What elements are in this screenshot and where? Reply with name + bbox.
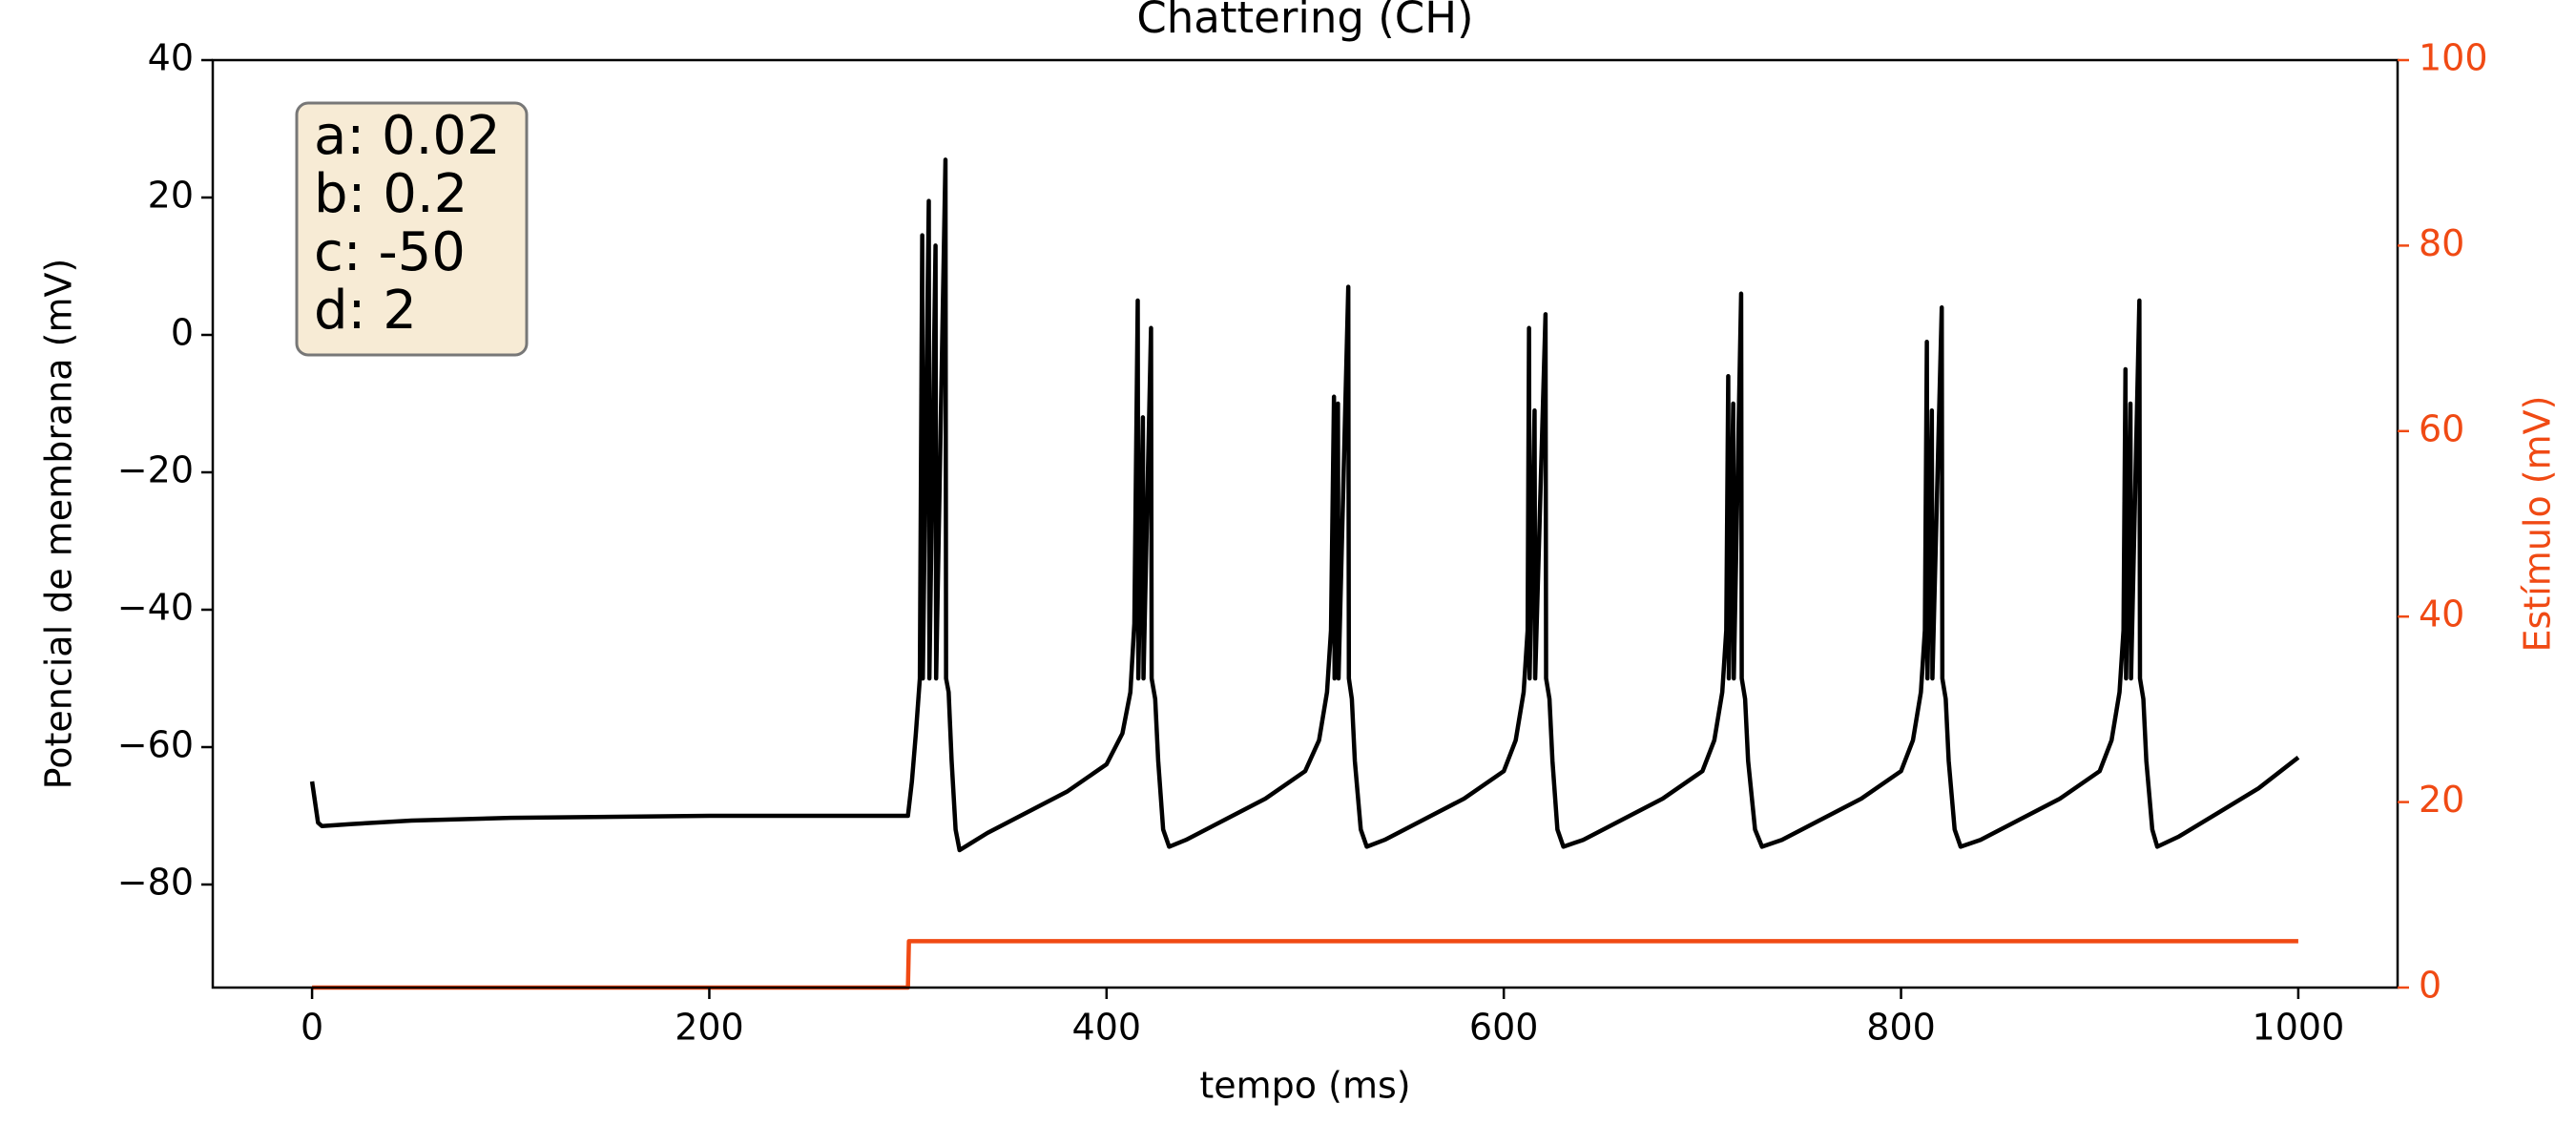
y2-tick-label: 60 xyxy=(2419,407,2464,449)
y-tick-label: 40 xyxy=(148,37,194,79)
y2-tick-label: 0 xyxy=(2419,965,2441,1007)
y-axis-label: Potencial de membrana (mV) xyxy=(38,259,80,790)
parameter-box xyxy=(295,101,529,357)
x-tick-label: 1000 xyxy=(2253,1007,2345,1049)
y-tick-label: −40 xyxy=(117,587,194,629)
y-tick-label: −60 xyxy=(117,724,194,766)
x-tick-label: 400 xyxy=(1072,1007,1142,1049)
x-tick-label: 800 xyxy=(1866,1007,1936,1049)
y2-axis-label: Estímulo (mV) xyxy=(2517,396,2559,653)
x-tick-label: 600 xyxy=(1469,1007,1539,1049)
series-line xyxy=(309,157,2300,853)
y-tick-label: −20 xyxy=(117,449,194,491)
x-tick-label: 0 xyxy=(301,1007,323,1049)
y2-tick-label: 40 xyxy=(2419,593,2464,635)
x-axis-label: tempo (ms) xyxy=(1199,1065,1410,1107)
axes-frame xyxy=(211,58,2399,989)
parameter-text: b: 0.2 xyxy=(314,163,467,225)
y-tick-label: 0 xyxy=(171,312,194,354)
parameter-text: d: 2 xyxy=(314,280,417,342)
parameter-text: c: -50 xyxy=(314,221,466,283)
y2-tick-label: 80 xyxy=(2419,222,2464,264)
y2-tick-label: 100 xyxy=(2419,37,2488,79)
x-tick-label: 200 xyxy=(675,1007,744,1049)
y-tick-label: −80 xyxy=(117,862,194,904)
parameter-text: a: 0.02 xyxy=(314,105,501,167)
y2-tick-label: 20 xyxy=(2419,779,2464,821)
y-tick-label: 20 xyxy=(148,175,194,217)
chart-title: Chattering (CH) xyxy=(1136,0,1473,43)
